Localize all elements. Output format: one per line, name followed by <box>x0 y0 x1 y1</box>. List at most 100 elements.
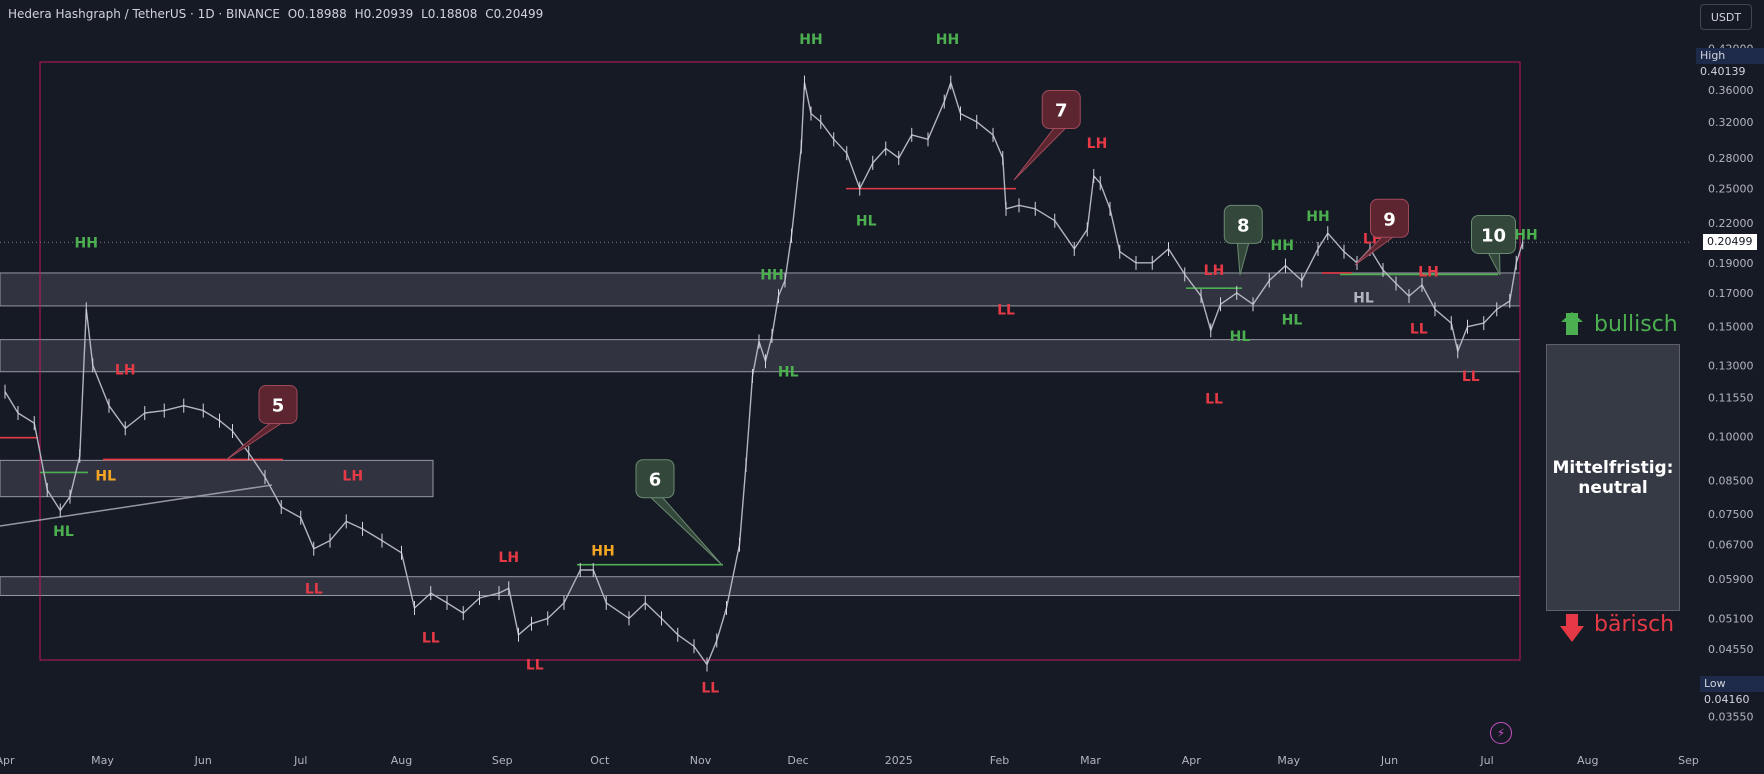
marker-hh: HH <box>591 544 614 560</box>
y-axis-tick: 0.17000 <box>1708 287 1754 300</box>
marker-lh: LH <box>498 550 519 566</box>
high-price-tag: High 0.40139 <box>1696 48 1764 78</box>
y-axis-tick: 0.04550 <box>1708 643 1754 656</box>
marker-hh: HH <box>936 32 959 48</box>
marker-hl: HL <box>778 365 799 381</box>
marker-ll: LL <box>526 658 544 674</box>
x-axis-tick: Jun <box>194 754 212 767</box>
y-axis-tick: 0.25000 <box>1708 183 1754 196</box>
x-axis-tick: Sep <box>492 754 513 767</box>
marker-lh: LH <box>1418 264 1439 280</box>
up-arrow-shaft <box>1566 313 1578 335</box>
medium-term-value: neutral <box>1578 477 1648 498</box>
x-axis-tick: 2025 <box>885 754 913 767</box>
zone-resistance-upper <box>0 272 1521 307</box>
x-axis-tick: Jun <box>1380 754 1398 767</box>
bearish-label: bärisch <box>1594 612 1675 637</box>
callout-number: 9 <box>1383 209 1396 230</box>
callout-box <box>1370 198 1409 238</box>
y-axis-tick: 0.15000 <box>1708 321 1754 334</box>
marker-hl: HL <box>95 469 116 485</box>
callout-box <box>1041 89 1081 129</box>
ohlc-high: H0.20939 <box>354 7 414 21</box>
lightning-icon[interactable]: ⚡ <box>1490 722 1512 744</box>
marker-hl: HL <box>1353 291 1374 307</box>
callout-box <box>635 459 675 499</box>
y-axis-tick: 0.03550 <box>1708 710 1754 723</box>
trendline <box>0 484 273 527</box>
low-label: Low <box>1704 677 1726 690</box>
high-value: 0.40139 <box>1700 65 1746 78</box>
x-axis-tick: Mar <box>1080 754 1101 767</box>
y-axis-tick: 0.05900 <box>1708 573 1754 586</box>
callout-tail <box>1236 240 1250 276</box>
marker-ll: LL <box>997 302 1015 318</box>
marker-hl: HL <box>1230 329 1251 345</box>
callout-box <box>258 384 298 424</box>
current-price-tag: 0.20499 <box>1703 234 1757 250</box>
marker-ll: LL <box>701 680 719 696</box>
callout-box <box>1223 204 1263 244</box>
callout-10: 10 <box>1471 214 1516 276</box>
callout-8: 8 <box>1223 204 1263 276</box>
y-axis-tick: 0.28000 <box>1708 152 1754 165</box>
y-axis-tick: 0.22000 <box>1708 217 1754 230</box>
callout-5: 5 <box>225 384 298 461</box>
y-axis-tick: 0.19000 <box>1708 257 1754 270</box>
callout-tail <box>225 420 286 461</box>
callout-number: 8 <box>1237 215 1250 236</box>
y-axis-tick: 0.32000 <box>1708 116 1754 129</box>
ohlc-open: O0.18988 <box>287 7 347 21</box>
symbol-header: Hedera Hashgraph / TetherUS · 1D · BINAN… <box>8 7 547 21</box>
callout-number: 7 <box>1055 100 1068 121</box>
marker-hh: HH <box>1306 209 1329 225</box>
callout-number: 10 <box>1481 225 1506 246</box>
y-axis-tick: 0.08500 <box>1708 474 1754 487</box>
y-axis-tick: 0.07500 <box>1708 508 1754 521</box>
current-value: 0.20499 <box>1707 235 1753 248</box>
currency-button[interactable]: USDT <box>1700 4 1752 30</box>
x-axis-tick: Aug <box>391 754 412 767</box>
x-axis-tick: Apr <box>0 754 15 767</box>
marker-ll: LL <box>1205 392 1223 408</box>
marker-hh: HH <box>1514 227 1537 243</box>
down-arrow-icon <box>1560 626 1584 642</box>
marker-ll: LL <box>1462 369 1480 385</box>
ohlc-close: C0.20499 <box>485 7 544 21</box>
y-axis-tick: 0.13000 <box>1708 359 1754 372</box>
callout-number: 6 <box>649 470 662 491</box>
marker-ll: LL <box>422 631 440 647</box>
x-axis-tick: Jul <box>1479 754 1493 767</box>
bullish-label: bullisch <box>1594 312 1678 337</box>
marker-hh: HH <box>760 267 783 283</box>
medium-term-box: Mittelfristig: neutral <box>1546 344 1680 611</box>
x-axis-tick: May <box>1277 754 1300 767</box>
x-axis-tick: Apr <box>1182 754 1202 767</box>
x-axis-tick: Nov <box>690 754 712 767</box>
ohlc-low: L0.18808 <box>421 7 478 21</box>
marker-ll: LL <box>305 581 323 597</box>
callout-tail <box>1486 250 1501 276</box>
marker-lh: LH <box>342 469 363 485</box>
marker-hl: HL <box>856 214 877 230</box>
marker-hh: HH <box>799 32 822 48</box>
x-axis-tick: Jul <box>293 754 307 767</box>
x-axis-tick: Aug <box>1577 754 1598 767</box>
y-axis-tick: 0.11550 <box>1708 391 1754 404</box>
high-label: High <box>1700 49 1726 62</box>
zone-support-low <box>0 576 1521 597</box>
callout-number: 5 <box>272 395 285 416</box>
callout-box <box>1471 214 1516 254</box>
low-price-tag: Low 0.04160 <box>1700 676 1764 706</box>
down-arrow-shaft <box>1566 614 1578 628</box>
low-value: 0.04160 <box>1704 693 1750 706</box>
x-axis-tick: Feb <box>990 754 1009 767</box>
range-frame <box>39 61 1521 661</box>
price-series-line <box>4 81 1524 666</box>
marker-ll: LL <box>1410 322 1428 338</box>
symbol-title[interactable]: Hedera Hashgraph / TetherUS · 1D · BINAN… <box>8 7 280 21</box>
x-axis-tick: Dec <box>787 754 808 767</box>
y-axis-tick: 0.05100 <box>1708 612 1754 625</box>
x-axis-tick: Sep <box>1678 754 1699 767</box>
